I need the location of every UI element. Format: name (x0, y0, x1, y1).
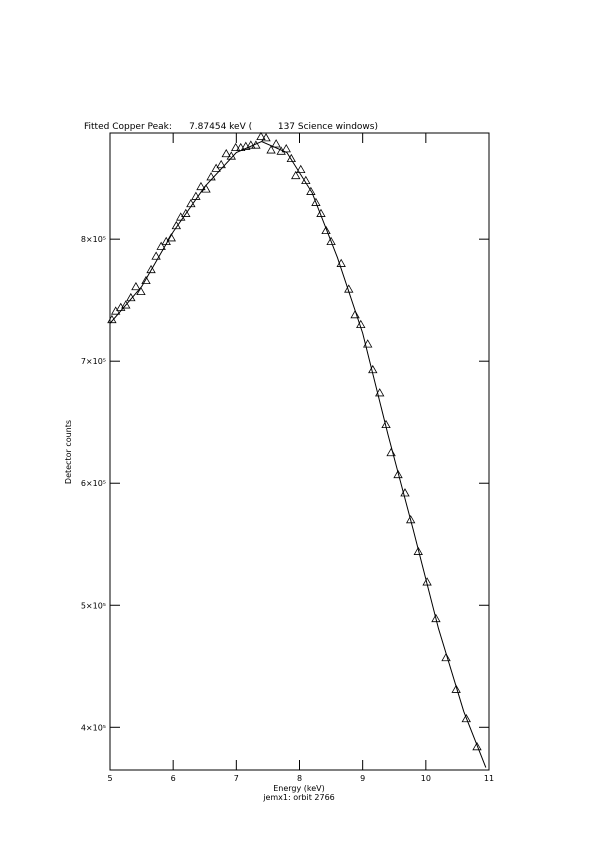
data-point (216, 159, 226, 169)
data-point (221, 148, 231, 158)
data-point (441, 652, 451, 662)
chart-title: Fitted Copper Peak: 7.87454 keV ( 137 Sc… (84, 122, 378, 132)
x-tick-label: 10 (421, 774, 431, 783)
data-point (296, 164, 306, 174)
data-point (311, 197, 321, 206)
data-point (266, 145, 276, 154)
data-point (405, 515, 416, 524)
y-tick-label: 8×10⁵ (81, 235, 106, 244)
data-point (166, 233, 176, 242)
data-point (261, 133, 271, 142)
x-tick-label: 5 (107, 774, 112, 783)
data-point (181, 208, 191, 217)
data-point (413, 546, 423, 555)
data-point (131, 281, 141, 291)
data-point (393, 469, 403, 479)
data-point (321, 225, 331, 235)
data-point (472, 742, 482, 751)
data-point (271, 139, 281, 148)
y-tick-label: 5×10⁵ (81, 601, 106, 610)
data-point (151, 251, 161, 260)
x-tick-label: 9 (360, 774, 365, 783)
y-tick-label: 7×10⁵ (81, 357, 106, 366)
data-point (461, 713, 471, 723)
subtitle: jemx1: orbit 2766 (262, 793, 335, 802)
x-tick-label: 11 (484, 774, 494, 783)
data-point (451, 684, 461, 693)
y-tick-label: 6×10⁵ (81, 479, 106, 488)
data-point (201, 184, 211, 193)
x-tick-label: 8 (297, 774, 302, 783)
data-point (246, 140, 256, 149)
data-point (196, 181, 206, 191)
data-point (256, 131, 266, 141)
data-point (286, 153, 296, 163)
data-point (146, 264, 156, 274)
x-tick-label: 6 (171, 774, 176, 783)
y-axis-label: Detector counts (64, 420, 73, 484)
fit-line (109, 140, 487, 768)
y-tick-label: 4×10⁵ (81, 723, 106, 732)
data-point (326, 236, 336, 246)
data-point (350, 310, 360, 319)
x-axis-label: Energy (keV) (273, 784, 325, 793)
data-point (231, 142, 241, 152)
x-tick-label: 7 (234, 774, 239, 783)
data-point (121, 300, 131, 309)
data-point (431, 613, 441, 623)
data-point (156, 241, 166, 250)
data-point (141, 275, 151, 285)
data-point (306, 186, 316, 195)
data-point (291, 170, 301, 180)
data-point (136, 286, 146, 296)
